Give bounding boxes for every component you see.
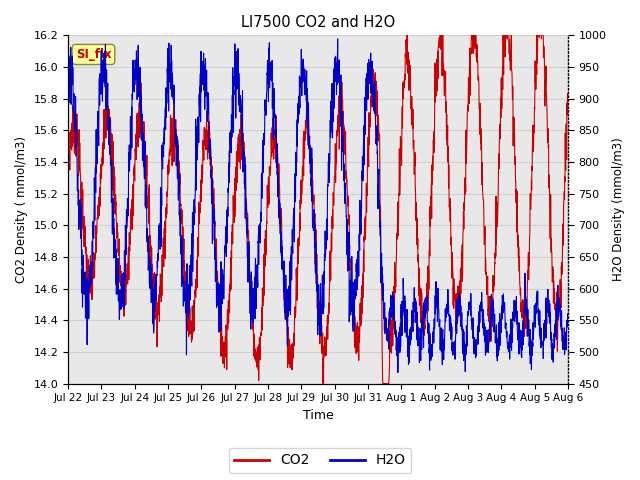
Y-axis label: H2O Density (mmol/m3): H2O Density (mmol/m3) (612, 138, 625, 281)
Text: SI_flx: SI_flx (76, 48, 111, 61)
X-axis label: Time: Time (303, 409, 333, 422)
Y-axis label: CO2 Density ( mmol/m3): CO2 Density ( mmol/m3) (15, 136, 28, 283)
Title: LI7500 CO2 and H2O: LI7500 CO2 and H2O (241, 15, 396, 30)
Legend: CO2, H2O: CO2, H2O (228, 448, 412, 473)
